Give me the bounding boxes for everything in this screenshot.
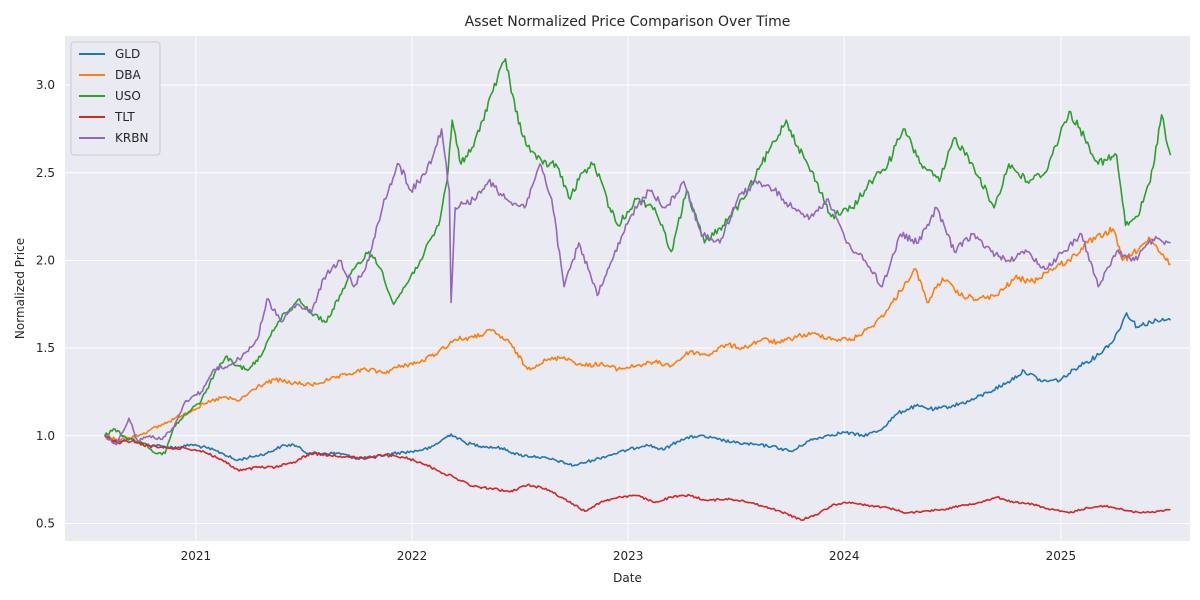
series-line-tlt (104, 435, 1171, 521)
series-line-krbn (104, 128, 1171, 446)
legend: GLD DBA USO TLT KRBN (70, 41, 161, 156)
y-tick-label: 3.0 (36, 78, 55, 92)
series-line-dba (104, 226, 1171, 442)
y-axis-title: Normalized Price (13, 238, 27, 339)
legend-label: DBA (115, 68, 141, 82)
series-lines (104, 58, 1172, 521)
x-axis: 2021 2022 2023 2024 2025 (181, 549, 1077, 563)
series-line-uso (104, 58, 1172, 456)
y-tick-label: 2.0 (36, 253, 55, 267)
legend-label: USO (115, 89, 141, 103)
chart-title: Asset Normalized Price Comparison Over T… (465, 14, 791, 30)
x-tick-label: 2021 (181, 549, 212, 563)
legend-label: GLD (115, 47, 140, 61)
y-tick-label: 1.0 (36, 429, 55, 443)
legend-label: KRBN (115, 131, 148, 145)
y-tick-label: 2.5 (36, 166, 55, 180)
legend-box (70, 41, 161, 156)
x-tick-label: 2023 (613, 549, 644, 563)
y-axis: 0.5 1.0 1.5 2.0 2.5 3.0 (36, 78, 55, 530)
y-tick-label: 0.5 (36, 516, 55, 530)
legend-label: TLT (114, 110, 135, 124)
grid (65, 36, 1190, 541)
plot-area (65, 36, 1190, 541)
series-line-gld (104, 312, 1172, 467)
x-axis-title: Date (613, 571, 642, 585)
x-tick-label: 2022 (397, 549, 428, 563)
x-tick-label: 2024 (829, 549, 860, 563)
y-tick-label: 1.5 (36, 341, 55, 355)
x-tick-label: 2025 (1046, 549, 1077, 563)
